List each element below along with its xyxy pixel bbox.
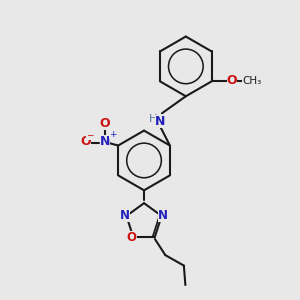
Text: N: N: [155, 115, 166, 128]
Text: N: N: [158, 209, 168, 222]
Text: H: H: [149, 114, 157, 124]
Text: O: O: [100, 117, 110, 130]
Text: −: −: [86, 130, 94, 140]
Text: O: O: [127, 231, 137, 244]
Text: CH₃: CH₃: [242, 76, 262, 86]
Text: N: N: [100, 134, 110, 148]
Text: N: N: [120, 209, 130, 222]
Text: O: O: [80, 135, 91, 148]
Text: O: O: [227, 74, 237, 87]
Text: +: +: [109, 130, 117, 139]
